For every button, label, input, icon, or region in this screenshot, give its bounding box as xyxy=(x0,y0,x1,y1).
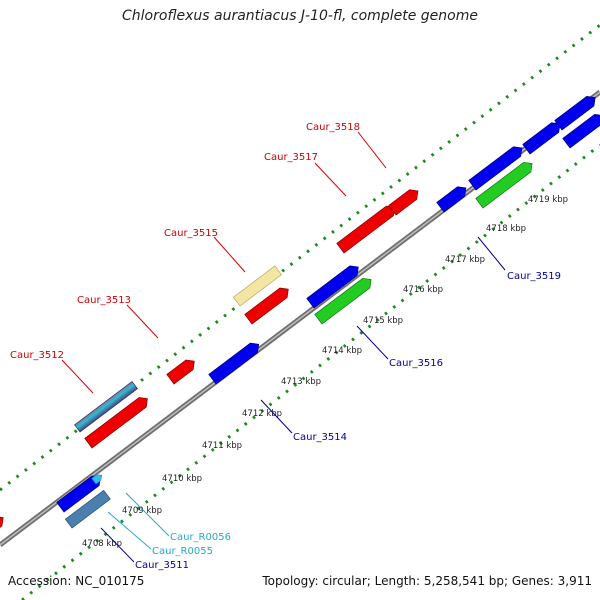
map-title: Chloroflexus aurantiacus J-10-fl, comple… xyxy=(122,8,478,24)
gene-label: Caur_3514 xyxy=(293,432,347,443)
kbp-tick-labels: 4708 kbp 4709 kbp 4710 kbp 4711 kbp 4712… xyxy=(82,195,568,549)
kbp-tick-label: 4715 kbp xyxy=(363,316,403,326)
feature-blue-arrow xyxy=(208,342,260,385)
gene-label: Caur_3517 xyxy=(264,152,318,163)
kbp-tick-label: 4718 kbp xyxy=(486,224,526,234)
kbp-tick-label: 4712 kbp xyxy=(242,409,282,419)
feature-stripe xyxy=(74,380,138,433)
feature-green-arrow xyxy=(314,277,372,325)
gene-label: Caur_3515 xyxy=(164,228,218,239)
features-bottom-strand xyxy=(56,95,600,529)
feature-cyan-arrowhead xyxy=(91,474,103,485)
feature-green-arrow xyxy=(475,161,533,209)
feature-blue-arrow xyxy=(522,122,561,155)
feature-red-arrow xyxy=(244,287,289,325)
feature-pseudo-box xyxy=(232,265,283,307)
accession-text: Accession: NC_010175 xyxy=(8,574,145,588)
feature-blue-arrow xyxy=(306,265,359,309)
gene-labels: Caur_3512 Caur_3513 Caur_3515 Caur_3517 … xyxy=(10,122,561,571)
kbp-tick-label: 4713 kbp xyxy=(281,377,321,387)
gene-label: Caur_3511 xyxy=(135,560,189,571)
kbp-tick-label: 4717 kbp xyxy=(445,255,485,265)
gene-label: Caur_R0055 xyxy=(152,546,213,557)
kbp-tick-label: 4711 kbp xyxy=(202,441,242,451)
kbp-tick-label: 4709 kbp xyxy=(122,506,162,516)
feature-red-arrow xyxy=(388,189,419,216)
kbp-tick-label: 4719 kbp xyxy=(528,195,568,205)
gene-label: Caur_3512 xyxy=(10,350,64,361)
feature-red-arrow xyxy=(0,516,4,533)
kbp-tick-label: 4714 kbp xyxy=(322,346,362,356)
leader-lines xyxy=(61,131,506,563)
gene-label: Caur_3513 xyxy=(77,295,131,306)
feature-blue-arrow xyxy=(562,113,600,149)
feature-red-arrow xyxy=(84,397,148,449)
feature-blue-arrow xyxy=(436,186,467,213)
feature-blue-arrow xyxy=(468,146,523,191)
kbp-tick-label: 4710 kbp xyxy=(162,474,202,484)
gene-label: Caur_3516 xyxy=(389,358,443,369)
feature-red-arrow xyxy=(166,359,195,385)
kbp-tick-label: 4708 kbp xyxy=(82,539,122,549)
features-top-strand xyxy=(0,189,419,533)
dotted-scale-bottom xyxy=(21,143,600,600)
gene-label: Caur_R0056 xyxy=(170,532,231,543)
gene-label: Caur_3519 xyxy=(507,271,561,282)
genome-summary-text: Topology: circular; Length: 5,258,541 bp… xyxy=(262,574,592,588)
feature-blue-arrow xyxy=(554,95,596,131)
feature-other-box xyxy=(64,489,111,529)
gene-label: Caur_3518 xyxy=(306,122,360,133)
feature-red-arrow xyxy=(336,205,396,254)
kbp-tick-label: 4716 kbp xyxy=(403,285,443,295)
